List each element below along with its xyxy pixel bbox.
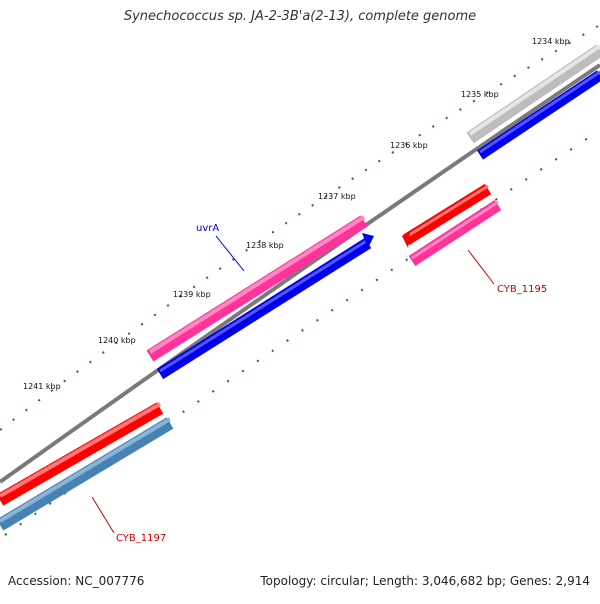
cyb1197-leader-line	[91, 496, 115, 534]
gene-blue-top[interactable]	[476, 70, 600, 160]
outer-tick-ring	[0, 24, 600, 431]
tick-label-1240: 1240 kbp	[98, 336, 136, 345]
genome-backbone	[0, 63, 600, 484]
gene-label-cyb1195[interactable]: CYB_1195	[497, 284, 547, 295]
gene-cyb1197-red[interactable]	[0, 402, 164, 506]
tick-label-1236: 1236 kbp	[390, 141, 428, 150]
gene-label-cyb1197[interactable]: CYB_1197	[116, 533, 166, 544]
gene-cyb1197-steelblue[interactable]	[0, 417, 174, 531]
gene-cyb1195-red[interactable]	[402, 183, 492, 248]
tick-label-1241: 1241 kbp	[23, 382, 61, 391]
gene-cyb1195-pink[interactable]	[408, 199, 502, 267]
tick-label-1238: 1238 kbp	[246, 241, 284, 250]
gene-label-uvrA[interactable]: uvrA	[196, 223, 219, 234]
uvrA-leader-line	[215, 235, 245, 272]
gene-uvrA-pink[interactable]	[146, 215, 368, 362]
accession-text: Accession: NC_007776	[8, 574, 145, 588]
tick-label-1234: 1234 kbp	[532, 37, 570, 46]
tick-label-1235: 1235 kbp	[461, 90, 499, 99]
page-title: Synechococcus sp. JA-2-3B'a(2-13), compl…	[123, 9, 477, 24]
cyb1195-leader-line	[467, 249, 495, 285]
genome-summary-text: Topology: circular; Length: 3,046,682 bp…	[260, 574, 590, 588]
tick-label-1237: 1237 kbp	[318, 192, 356, 201]
gene-uvrA-blue[interactable]	[156, 233, 374, 380]
gene-gray[interactable]	[466, 44, 600, 144]
tick-label-1239: 1239 kbp	[173, 290, 211, 299]
